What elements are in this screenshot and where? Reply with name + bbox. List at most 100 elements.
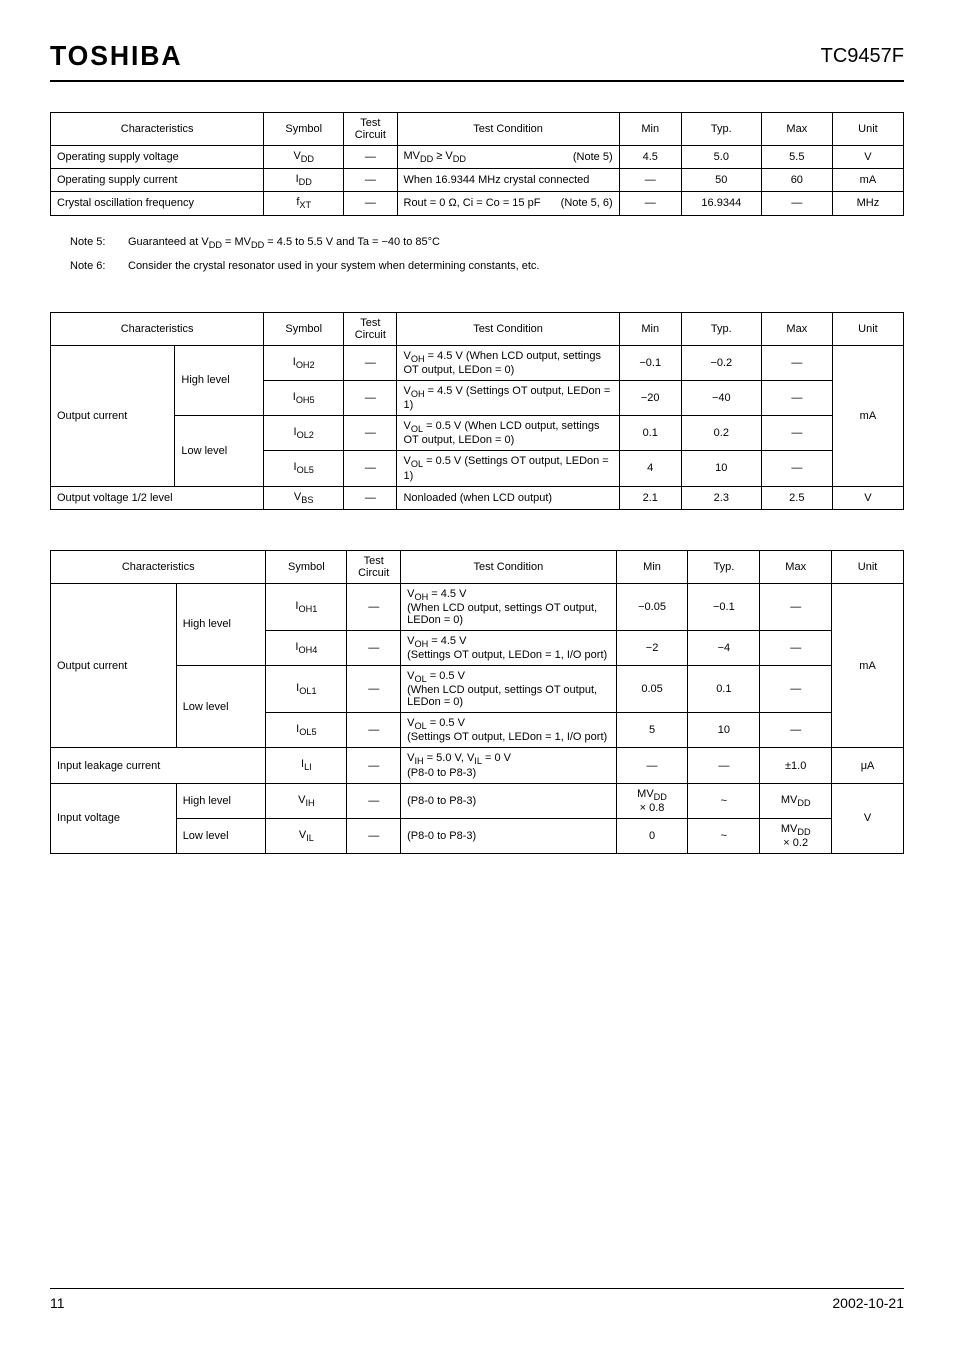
cell: VOH = 4.5 V (Settings OT output, LEDon =… [397, 380, 619, 415]
cell: — [347, 818, 401, 853]
cell: −2 [616, 630, 688, 665]
cell: Rout = 0 Ω, Ci = Co = 15 pF(Note 5, 6) [397, 192, 619, 215]
cell: IOL5 [264, 451, 344, 486]
cell: −4 [688, 630, 760, 665]
cell: Nonloaded (when LCD output) [397, 486, 619, 509]
header-cell: TestCircuit [344, 113, 397, 146]
table-3: CharacteristicsSymbolTestCircuitTest Con… [50, 550, 904, 854]
footer-date: 2002-10-21 [832, 1295, 904, 1311]
header-cell: Test Condition [397, 113, 619, 146]
cell: — [347, 583, 401, 630]
header-cell: Min [616, 550, 688, 583]
cell: μA [832, 748, 904, 783]
header-cell: Symbol [264, 312, 344, 345]
cell: Low level [175, 416, 264, 486]
cell: −40 [681, 380, 761, 415]
cell: — [344, 416, 397, 451]
note-label: Note 5: [70, 236, 118, 250]
cell: 50 [681, 169, 761, 192]
cell: MVDD ≥ VDD(Note 5) [397, 146, 619, 169]
cell: MHz [832, 192, 903, 215]
cell: 4.5 [619, 146, 681, 169]
cell: — [344, 345, 397, 380]
cell: Operating supply current [51, 169, 264, 192]
note-text: Guaranteed at VDD = MVDD = 4.5 to 5.5 V … [128, 236, 440, 250]
header-cell: Test Condition [401, 550, 617, 583]
page-header: TOSHIBA TC9457F [50, 40, 904, 82]
cell: mA [832, 169, 903, 192]
cell: When 16.9344 MHz crystal connected [397, 169, 619, 192]
cell: Input leakage current [51, 748, 266, 783]
header-cell: Typ. [681, 312, 761, 345]
header-cell: Unit [832, 312, 903, 345]
cell: — [760, 713, 832, 748]
cell: Output current [51, 345, 175, 486]
cell: 10 [688, 713, 760, 748]
cell: −0.2 [681, 345, 761, 380]
header-cell: Symbol [264, 113, 344, 146]
header-cell: Max [760, 550, 832, 583]
cell: — [347, 783, 401, 818]
cell: VDD [264, 146, 344, 169]
cell: Output current [51, 583, 177, 748]
header-cell: TestCircuit [344, 312, 397, 345]
cell: mA [832, 345, 903, 486]
cell: 60 [761, 169, 832, 192]
cell: — [347, 666, 401, 713]
header-cell: Min [619, 312, 681, 345]
cell: — [344, 169, 397, 192]
cell: High level [175, 345, 264, 415]
cell: MVDD× 0.2 [760, 818, 832, 853]
cell: fXT [264, 192, 344, 215]
cell: VOL = 0.5 V(Settings OT output, LEDon = … [401, 713, 617, 748]
cell: mA [832, 583, 904, 748]
cell: 10 [681, 451, 761, 486]
cell: — [616, 748, 688, 783]
header-cell: Characteristics [51, 113, 264, 146]
header-cell: Max [761, 113, 832, 146]
cell: −0.1 [688, 583, 760, 630]
cell: IDD [264, 169, 344, 192]
cell: MVDD [760, 783, 832, 818]
table-1: CharacteristicsSymbolTestCircuitTest Con… [50, 112, 904, 216]
cell: — [619, 192, 681, 215]
cell: ±1.0 [760, 748, 832, 783]
cell: — [619, 169, 681, 192]
cell: VOL = 0.5 V(When LCD output, settings OT… [401, 666, 617, 713]
header-cell: Max [761, 312, 832, 345]
cell: ~ [688, 818, 760, 853]
cell: VBS [264, 486, 344, 509]
header-cell: TestCircuit [347, 550, 401, 583]
header-cell: Characteristics [51, 312, 264, 345]
cell: V [832, 783, 904, 853]
cell: — [344, 192, 397, 215]
cell: 5 [616, 713, 688, 748]
cell: ILI [266, 748, 347, 783]
cell: 5.5 [761, 146, 832, 169]
cell: — [688, 748, 760, 783]
cell: — [347, 630, 401, 665]
cell: — [760, 630, 832, 665]
cell: ~ [688, 783, 760, 818]
header-cell: Characteristics [51, 550, 266, 583]
cell: 2.5 [761, 486, 832, 509]
cell: IOH2 [264, 345, 344, 380]
cell: 0.2 [681, 416, 761, 451]
cell: — [761, 380, 832, 415]
cell: Crystal oscillation frequency [51, 192, 264, 215]
header-cell: Unit [832, 113, 903, 146]
cell: IOH4 [266, 630, 347, 665]
cell: IOH5 [264, 380, 344, 415]
cell: V [832, 486, 903, 509]
header-cell: Unit [832, 550, 904, 583]
cell: IOL5 [266, 713, 347, 748]
cell: — [344, 380, 397, 415]
cell: 2.1 [619, 486, 681, 509]
cell: −0.1 [619, 345, 681, 380]
footer-page: 11 [50, 1295, 65, 1311]
page-footer: 11 2002-10-21 [50, 1288, 904, 1311]
cell: −20 [619, 380, 681, 415]
header-cell: Typ. [688, 550, 760, 583]
cell: 2.3 [681, 486, 761, 509]
cell: 0.05 [616, 666, 688, 713]
